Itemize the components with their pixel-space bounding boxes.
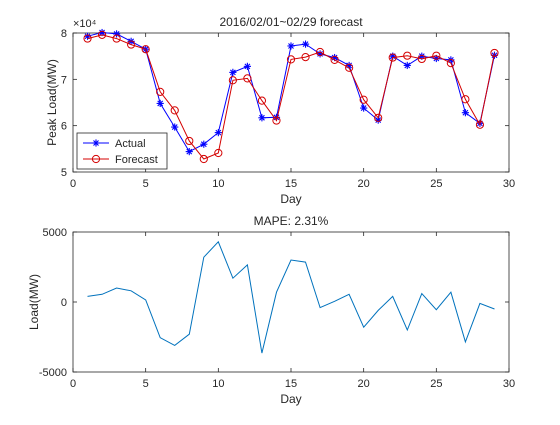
data-point-forecast — [272, 116, 281, 125]
data-point-actual — [171, 123, 179, 131]
data-point-forecast — [330, 55, 339, 64]
x-tick-label: 10 — [212, 378, 224, 390]
data-point-forecast — [490, 48, 499, 58]
chart-title: 2016/02/01~02/29 forecast — [219, 15, 363, 29]
data-point-forecast — [359, 95, 368, 104]
data-point-actual — [287, 42, 295, 50]
series-line-1-0 — [87, 240, 495, 354]
asterisk-stroke — [462, 109, 469, 116]
y-axis-label: Peak Load(MW) — [45, 59, 59, 146]
data-point-forecast — [301, 52, 310, 62]
data-point-actual — [200, 140, 208, 148]
asterisk-stroke — [418, 53, 425, 60]
asterisk-stroke — [360, 105, 367, 111]
data-point-forecast — [461, 95, 470, 104]
x-tick-label: 30 — [503, 178, 515, 190]
chart-title: MAPE: 2.31% — [254, 214, 329, 228]
data-point-actual — [403, 61, 411, 70]
data-point-forecast — [286, 55, 296, 64]
data-point-forecast — [97, 30, 107, 39]
data-point-actual — [461, 109, 469, 117]
legend-marker — [91, 154, 101, 164]
data-point-forecast — [170, 106, 179, 115]
x-tick-label: 5 — [143, 378, 149, 390]
y-tick-label: 6 — [61, 121, 67, 133]
data-point-forecast — [374, 113, 383, 122]
x-axis-label: Day — [280, 392, 301, 406]
asterisk-stroke — [84, 33, 91, 40]
asterisk-stroke — [302, 41, 309, 48]
asterisk-stroke — [215, 129, 222, 136]
data-point-forecast — [446, 59, 455, 68]
data-point-forecast — [228, 76, 237, 85]
data-point-forecast — [156, 87, 165, 96]
data-point-forecast — [403, 51, 412, 60]
x-axis-label: Day — [280, 192, 301, 206]
data-point-forecast — [417, 54, 426, 64]
data-point-forecast — [432, 51, 441, 60]
x-tick-label: 20 — [358, 178, 370, 190]
data-point-actual — [258, 114, 266, 122]
data-point-forecast — [83, 34, 92, 43]
legend-label: Actual — [115, 138, 146, 150]
asterisk-stroke — [186, 148, 193, 155]
data-point-forecast — [315, 47, 325, 57]
x-tick-label: 5 — [143, 178, 149, 190]
data-point-forecast — [214, 148, 223, 158]
data-point-forecast — [185, 136, 194, 146]
plot-area-2 — [72, 231, 510, 373]
y-tick-label: 5 — [61, 167, 67, 179]
data-point-actual — [156, 99, 164, 108]
y-tick-label: 7 — [61, 74, 67, 86]
x-tick-label: 30 — [503, 378, 515, 390]
data-point-actual — [360, 104, 368, 112]
asterisk-stroke — [157, 100, 164, 107]
series-line-forecast — [87, 34, 495, 160]
asterisk-stroke — [171, 124, 178, 130]
asterisk-stroke — [99, 29, 105, 36]
legend-label: Forecast — [115, 154, 158, 166]
asterisk-stroke — [229, 69, 236, 76]
exponent-label: ×10⁴ — [73, 18, 97, 30]
x-tick-label: 25 — [430, 378, 442, 390]
y-tick-label: 0 — [61, 297, 67, 309]
data-point-forecast — [141, 45, 150, 54]
y-tick-label: -5000 — [39, 367, 67, 379]
data-point-forecast — [475, 120, 485, 129]
asterisk-stroke — [244, 63, 251, 70]
legend-box — [76, 132, 168, 170]
data-point-forecast — [199, 154, 208, 164]
data-point-actual — [243, 62, 251, 70]
data-point-forecast — [388, 53, 397, 62]
asterisk-stroke — [259, 114, 265, 121]
y-tick-label: 5000 — [43, 227, 67, 239]
x-tick-label: 0 — [70, 378, 76, 390]
data-point-forecast — [345, 63, 354, 72]
x-tick-label: 10 — [212, 178, 224, 190]
asterisk-stroke — [200, 141, 207, 148]
data-point-actual — [229, 68, 237, 76]
data-point-forecast — [112, 34, 121, 43]
x-tick-label: 15 — [285, 378, 297, 390]
x-tick-label: 15 — [285, 178, 297, 190]
asterisk-stroke — [404, 62, 411, 69]
x-tick-label: 20 — [358, 378, 370, 390]
data-point-forecast — [127, 40, 136, 49]
data-point-forecast — [257, 96, 267, 105]
data-point-actual — [214, 129, 222, 137]
legend-marker — [92, 139, 100, 147]
asterisk-stroke — [375, 117, 382, 124]
data-point-forecast — [243, 74, 252, 83]
y-tick-label: 8 — [61, 28, 67, 40]
x-tick-label: 25 — [430, 178, 442, 190]
y-axis-label: Load(MW) — [27, 274, 41, 330]
asterisk-stroke — [93, 140, 99, 146]
data-point-actual — [301, 40, 310, 48]
x-tick-label: 0 — [70, 178, 76, 190]
asterisk-stroke — [288, 43, 294, 49]
data-point-actual — [185, 148, 193, 156]
